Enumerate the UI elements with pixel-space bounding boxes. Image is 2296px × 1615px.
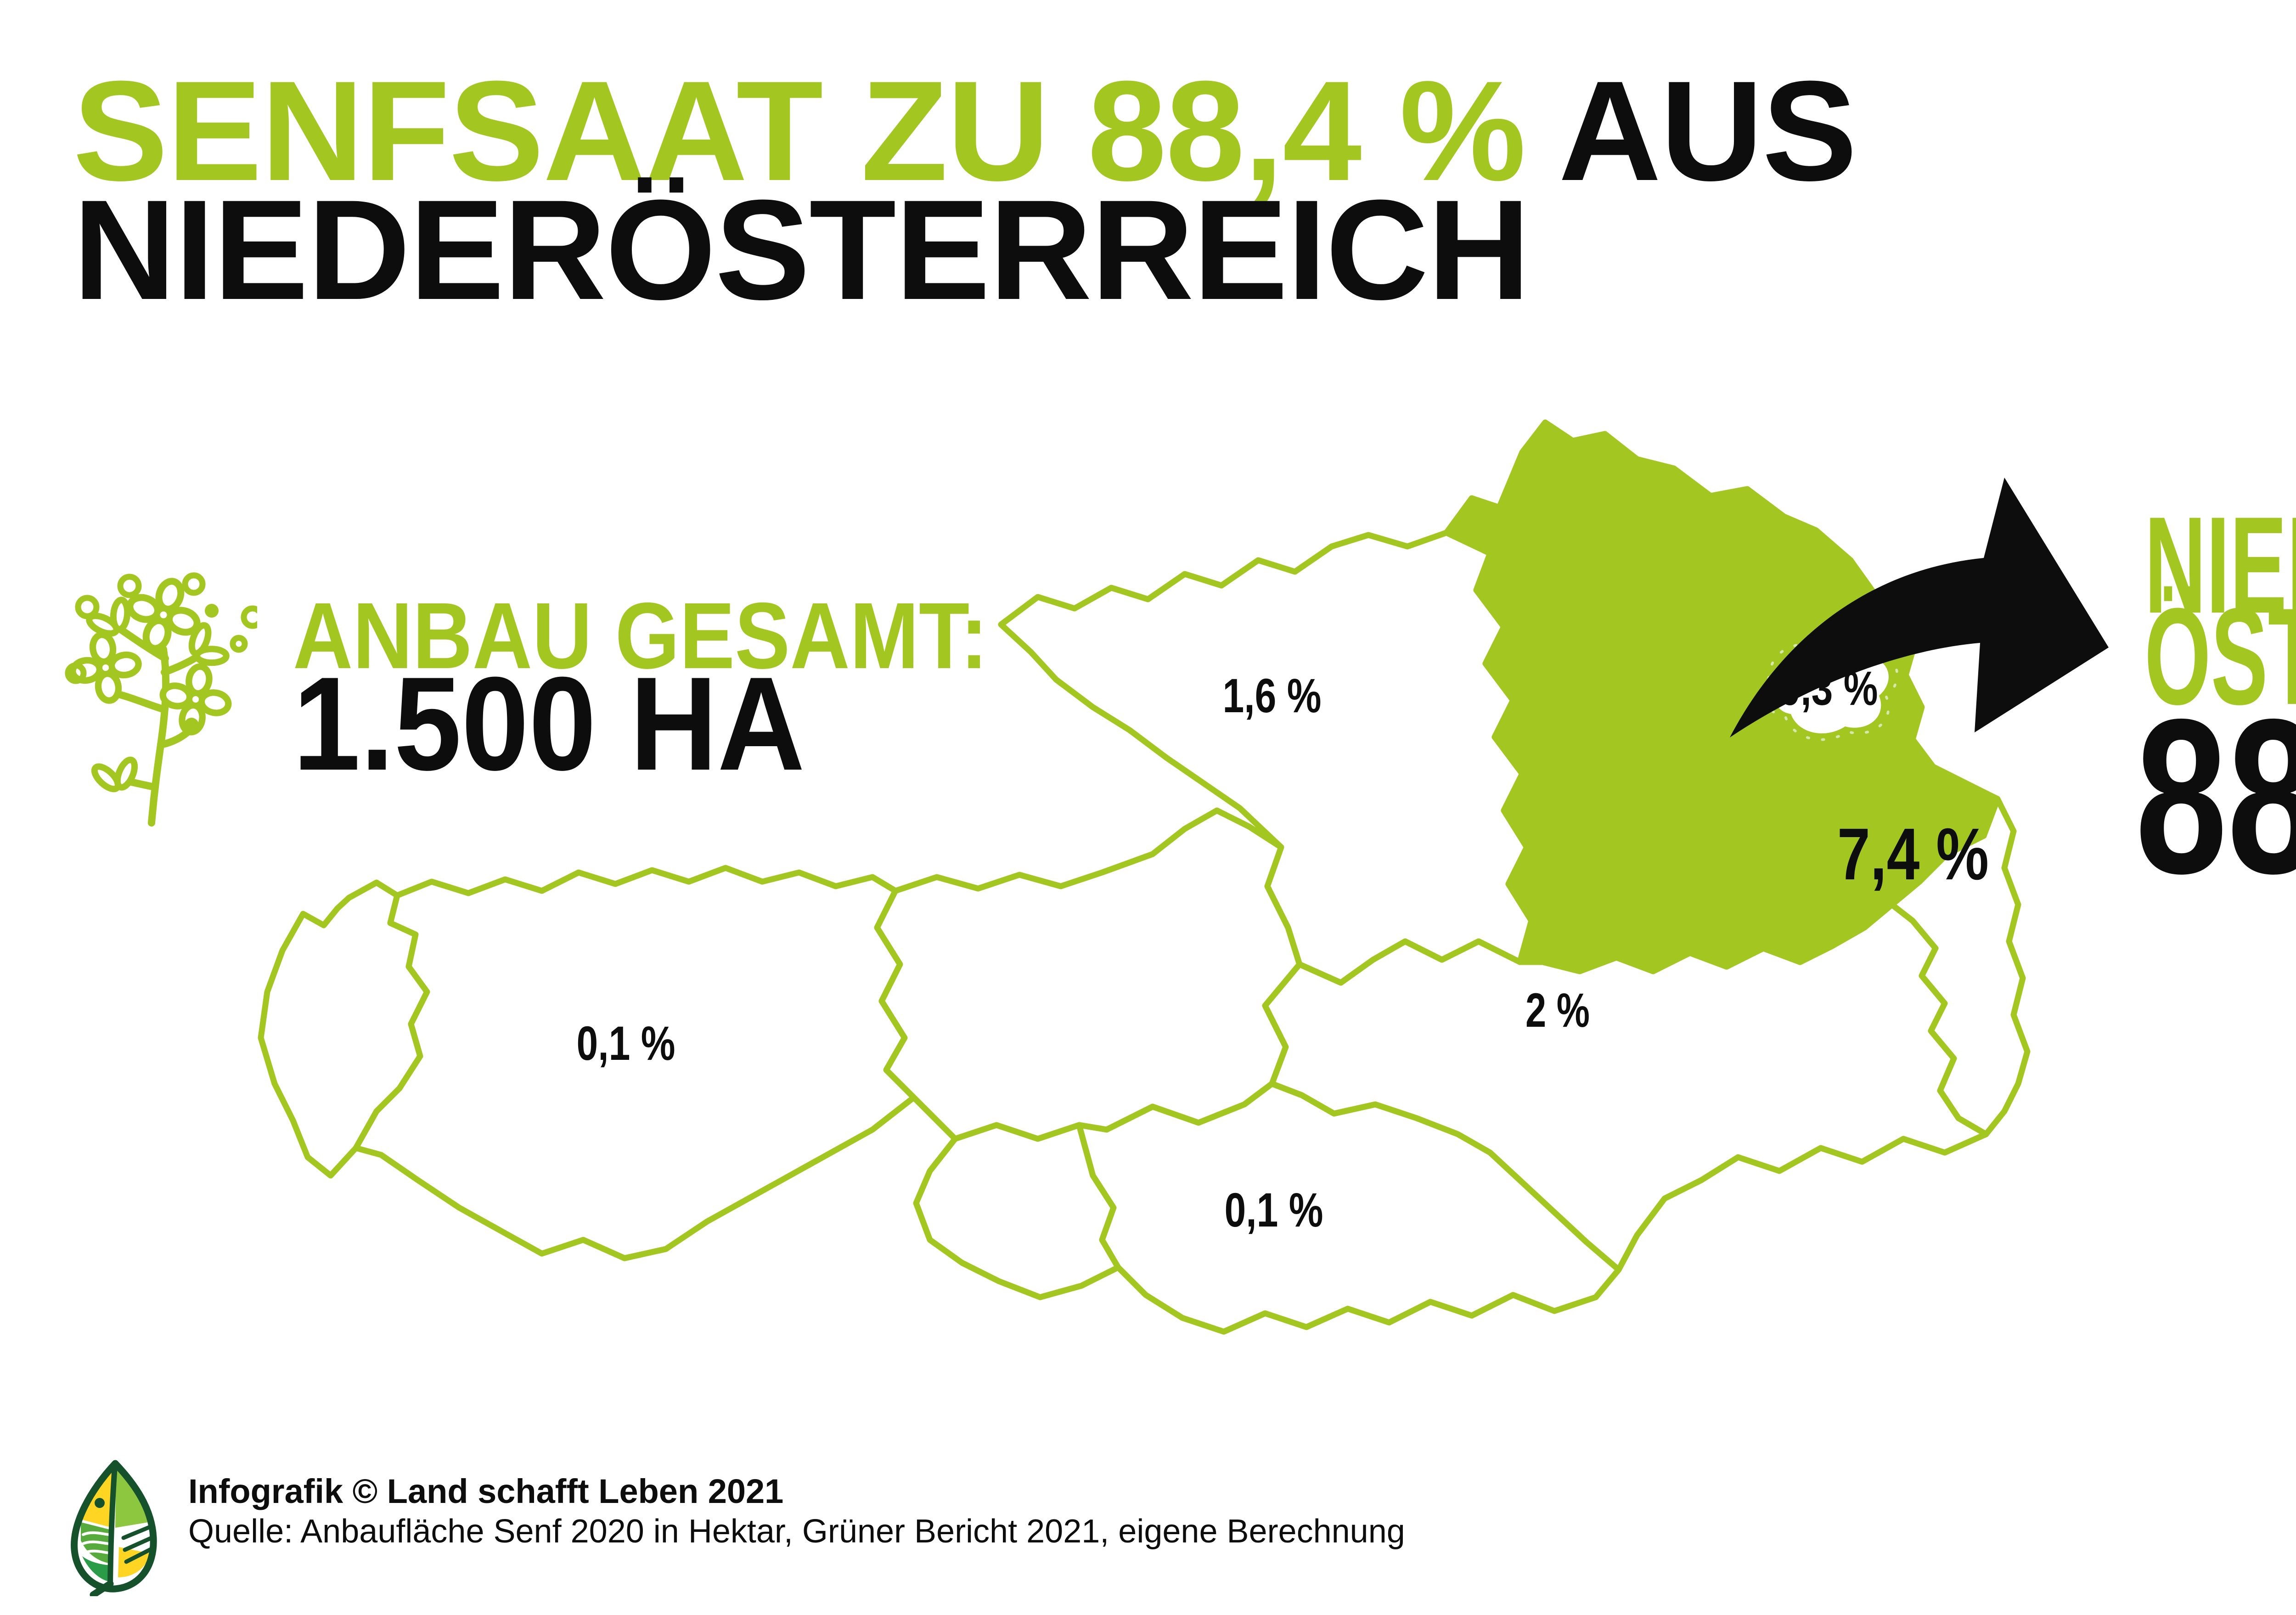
label-oberoesterreich-share: 1,6 % [1223, 669, 1322, 723]
winner-region-line1: NIEDER- [2144, 488, 2296, 642]
mustard-flower-icon [60, 571, 257, 827]
footer-credit: Infografik © Land schafft Leben 2021 [188, 1472, 784, 1510]
page-title-highlight: SENFSAAT ZU 88,4 % [73, 51, 1526, 210]
label-burgenland-share: 7,4 % [1837, 813, 1989, 895]
land-schafft-leben-leaf-logo [71, 1460, 157, 1596]
label-tirol-share: 0,1 % [577, 1017, 675, 1070]
page-title-line1: SENFSAAT ZU 88,4 % AUS [73, 60, 1857, 202]
region-tirol [353, 865, 917, 1261]
cultivation-total-label: ANBAU GESAMT: [293, 583, 988, 688]
page-title-rest: AUS [1525, 51, 1857, 210]
winner-region-line2: ÖSTERREICH [2144, 579, 2296, 733]
cultivation-total-value: 1.500 HA [293, 649, 805, 798]
region-salzburg [874, 807, 1303, 1142]
label-steiermark-share: 2 % [1525, 984, 1590, 1037]
winner-share-value: 88,4 % [2135, 673, 2296, 919]
page-title-line2: NIEDERÖSTERREICH [73, 170, 1531, 329]
region-niederoesterreich [1443, 419, 2001, 974]
label-kaernten-share: 0,1 % [1225, 1183, 1323, 1237]
curved-arrow-right-icon [1730, 478, 2109, 737]
footer-source: Quelle: Anbaufläche Senf 2020 in Hektar,… [188, 1513, 1405, 1550]
